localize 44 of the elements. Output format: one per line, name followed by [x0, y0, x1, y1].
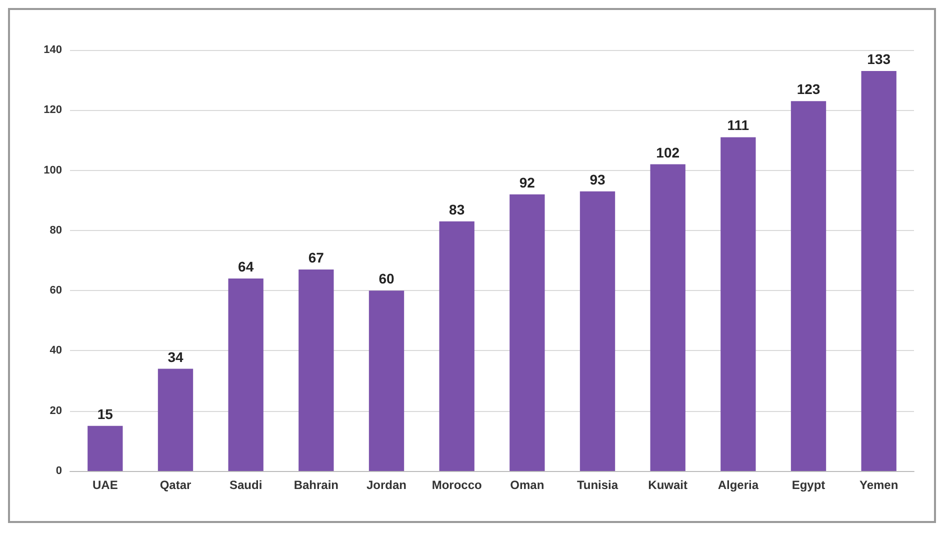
bar: [158, 368, 194, 471]
y-tick-label: 60: [50, 284, 62, 297]
x-tick-label: Yemen: [859, 478, 898, 492]
data-label: 83: [449, 201, 465, 218]
x-tick-label: Kuwait: [648, 478, 688, 492]
x-tick-label: Algeria: [718, 478, 759, 492]
bar: [368, 290, 404, 471]
bar: [790, 101, 826, 471]
x-tick-label: Qatar: [160, 478, 192, 492]
bar: [650, 164, 686, 471]
bar: [88, 426, 123, 471]
x-tick-label: Bahrain: [294, 478, 339, 492]
data-label: 60: [378, 270, 394, 287]
data-label: 92: [519, 174, 536, 190]
x-tick-label: Morocco: [432, 478, 482, 492]
data-label: 64: [238, 258, 254, 275]
x-tick-label: Jordan: [366, 478, 407, 492]
bar: [439, 221, 474, 471]
data-label: 67: [308, 250, 324, 266]
data-label: 102: [656, 144, 680, 160]
data-label: 111: [727, 117, 750, 134]
bar: [510, 194, 545, 471]
y-tick-label: 140: [44, 44, 62, 56]
bar: [298, 270, 334, 471]
x-tick-label: Tunisia: [576, 478, 618, 492]
x-tick-label: UAE: [92, 478, 118, 492]
data-label: 93: [590, 171, 606, 188]
y-tick-label: 40: [50, 344, 62, 357]
bar: [861, 71, 896, 471]
data-label: 133: [867, 51, 891, 68]
y-tick-label: 100: [44, 164, 62, 176]
y-tick-label: 80: [50, 224, 62, 236]
y-tick-label: 20: [50, 404, 62, 417]
x-tick-label: Oman: [510, 478, 544, 492]
data-label: 15: [97, 406, 114, 422]
x-tick-label: Egypt: [792, 478, 826, 492]
data-label: 123: [796, 81, 820, 98]
y-tick-label: 120: [44, 104, 62, 116]
x-tick-label: Saudi: [229, 478, 262, 492]
bar: [580, 191, 616, 471]
y-tick-label: 0: [56, 465, 62, 477]
bar: [720, 137, 756, 471]
data-label: 34: [168, 348, 184, 365]
bar: [228, 278, 264, 471]
